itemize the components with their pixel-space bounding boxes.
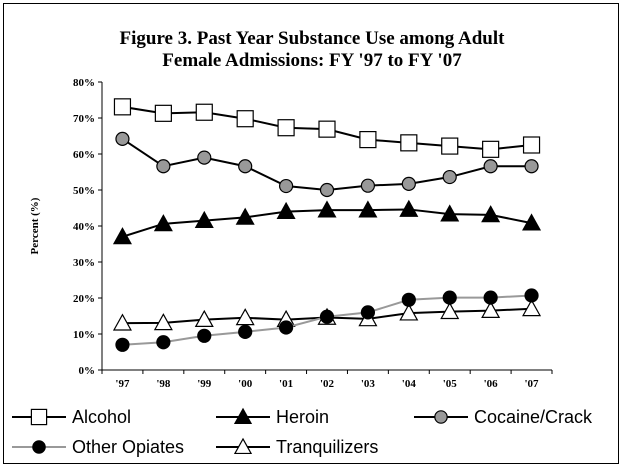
- data-point-alcohol: [236, 110, 254, 128]
- data-point-heroin: [399, 199, 419, 217]
- data-point-tranquilizers: [481, 300, 501, 318]
- data-point-alcohol: [400, 134, 418, 152]
- data-point-alcohol: [113, 98, 132, 116]
- data-point-heroin: [358, 200, 378, 218]
- y-tick-label: 10%: [73, 329, 95, 341]
- data-point-alcohol: [318, 120, 336, 138]
- data-point-other-opiates: [197, 328, 212, 343]
- legend-marker-alcohol: [30, 408, 48, 426]
- x-tick-label: '06: [484, 378, 499, 390]
- x-tick-label: '02: [320, 378, 335, 390]
- data-point-other-opiates: [319, 309, 335, 324]
- data-point-other-opiates: [278, 320, 294, 335]
- data-point-other-opiates: [156, 335, 171, 350]
- y-tick-label: 70%: [73, 113, 95, 125]
- x-tick-label: '03: [361, 378, 376, 390]
- legend-marker-tranquilizers: [233, 437, 253, 455]
- data-point-heroin: [153, 214, 173, 232]
- data-point-cocaine-crack: [278, 178, 294, 194]
- data-point-other-opiates: [360, 305, 376, 320]
- legend-label-other-opiates: Other Opiates: [72, 437, 184, 457]
- data-point-cocaine-crack: [483, 159, 498, 174]
- data-point-heroin: [194, 210, 214, 228]
- x-tick-label: '05: [443, 378, 458, 390]
- legend-marker-heroin: [233, 407, 253, 425]
- data-point-alcohol: [277, 119, 295, 137]
- y-tick-label: 40%: [73, 221, 95, 233]
- y-tick-label: 30%: [73, 257, 95, 269]
- data-point-cocaine-crack: [115, 131, 130, 146]
- data-point-heroin: [522, 213, 542, 231]
- data-point-other-opiates: [524, 288, 539, 303]
- data-point-heroin: [440, 204, 460, 222]
- legend-label-alcohol: Alcohol: [72, 407, 131, 427]
- data-point-other-opiates: [442, 290, 457, 305]
- x-tick-label: '97: [115, 378, 130, 390]
- x-tick-label: '07: [525, 378, 540, 390]
- y-tick-label: 60%: [73, 149, 95, 161]
- data-point-other-opiates: [238, 324, 253, 339]
- y-tick-label: 80%: [73, 77, 95, 89]
- legend-marker-other-opiates: [32, 440, 46, 454]
- legend-marker-cocaine-crack: [434, 410, 448, 424]
- data-point-cocaine-crack: [401, 176, 416, 191]
- data-point-tranquilizers: [440, 301, 460, 320]
- y-axis-title: Percent (%): [29, 197, 41, 254]
- data-point-cocaine-crack: [156, 159, 171, 174]
- data-point-tranquilizers: [522, 299, 542, 317]
- data-point-other-opiates: [115, 337, 130, 352]
- x-tick-label: '01: [279, 378, 293, 390]
- x-tick-label: '98: [156, 378, 171, 390]
- legend-label-heroin: Heroin: [276, 407, 329, 427]
- y-tick-label: 50%: [73, 185, 95, 197]
- y-tick-label: 20%: [73, 293, 95, 305]
- data-point-alcohol: [195, 103, 213, 121]
- legend-label-cocaine-crack: Cocaine/Crack: [474, 407, 593, 427]
- data-point-other-opiates: [401, 292, 416, 307]
- data-point-alcohol: [522, 136, 541, 154]
- data-point-heroin: [112, 227, 132, 245]
- data-point-cocaine-crack: [442, 169, 457, 185]
- data-point-heroin: [317, 200, 337, 218]
- chart-frame: [3, 3, 619, 464]
- x-tick-label: '00: [238, 378, 253, 390]
- y-tick-label: 0%: [79, 365, 96, 377]
- data-point-cocaine-crack: [197, 150, 212, 165]
- series-line-cocaine-crack: [121, 138, 532, 192]
- data-point-tranquilizers: [112, 313, 132, 331]
- chart-title-line-2: Female Admissions: FY '97 to FY '07: [162, 50, 462, 71]
- data-point-alcohol: [154, 104, 172, 122]
- legend-label-tranquilizers: Tranquilizers: [276, 437, 378, 457]
- data-point-alcohol: [482, 140, 500, 158]
- data-point-heroin: [276, 201, 296, 219]
- data-point-cocaine-crack: [524, 159, 539, 174]
- data-point-other-opiates: [483, 290, 498, 305]
- data-point-cocaine-crack: [360, 178, 376, 193]
- data-point-cocaine-crack: [238, 159, 253, 174]
- data-point-alcohol: [359, 131, 377, 149]
- x-tick-label: '04: [402, 378, 417, 390]
- data-point-tranquilizers: [194, 309, 214, 327]
- data-point-tranquilizers: [235, 308, 255, 326]
- data-point-cocaine-crack: [319, 182, 335, 198]
- data-point-heroin: [481, 205, 501, 223]
- data-point-tranquilizers: [153, 313, 173, 331]
- data-point-alcohol: [441, 137, 459, 155]
- chart-title-line-1: Figure 3. Past Year Substance Use among …: [119, 28, 505, 49]
- data-point-tranquilizers: [399, 303, 419, 321]
- x-tick-label: '99: [197, 378, 212, 390]
- data-point-heroin: [235, 207, 255, 225]
